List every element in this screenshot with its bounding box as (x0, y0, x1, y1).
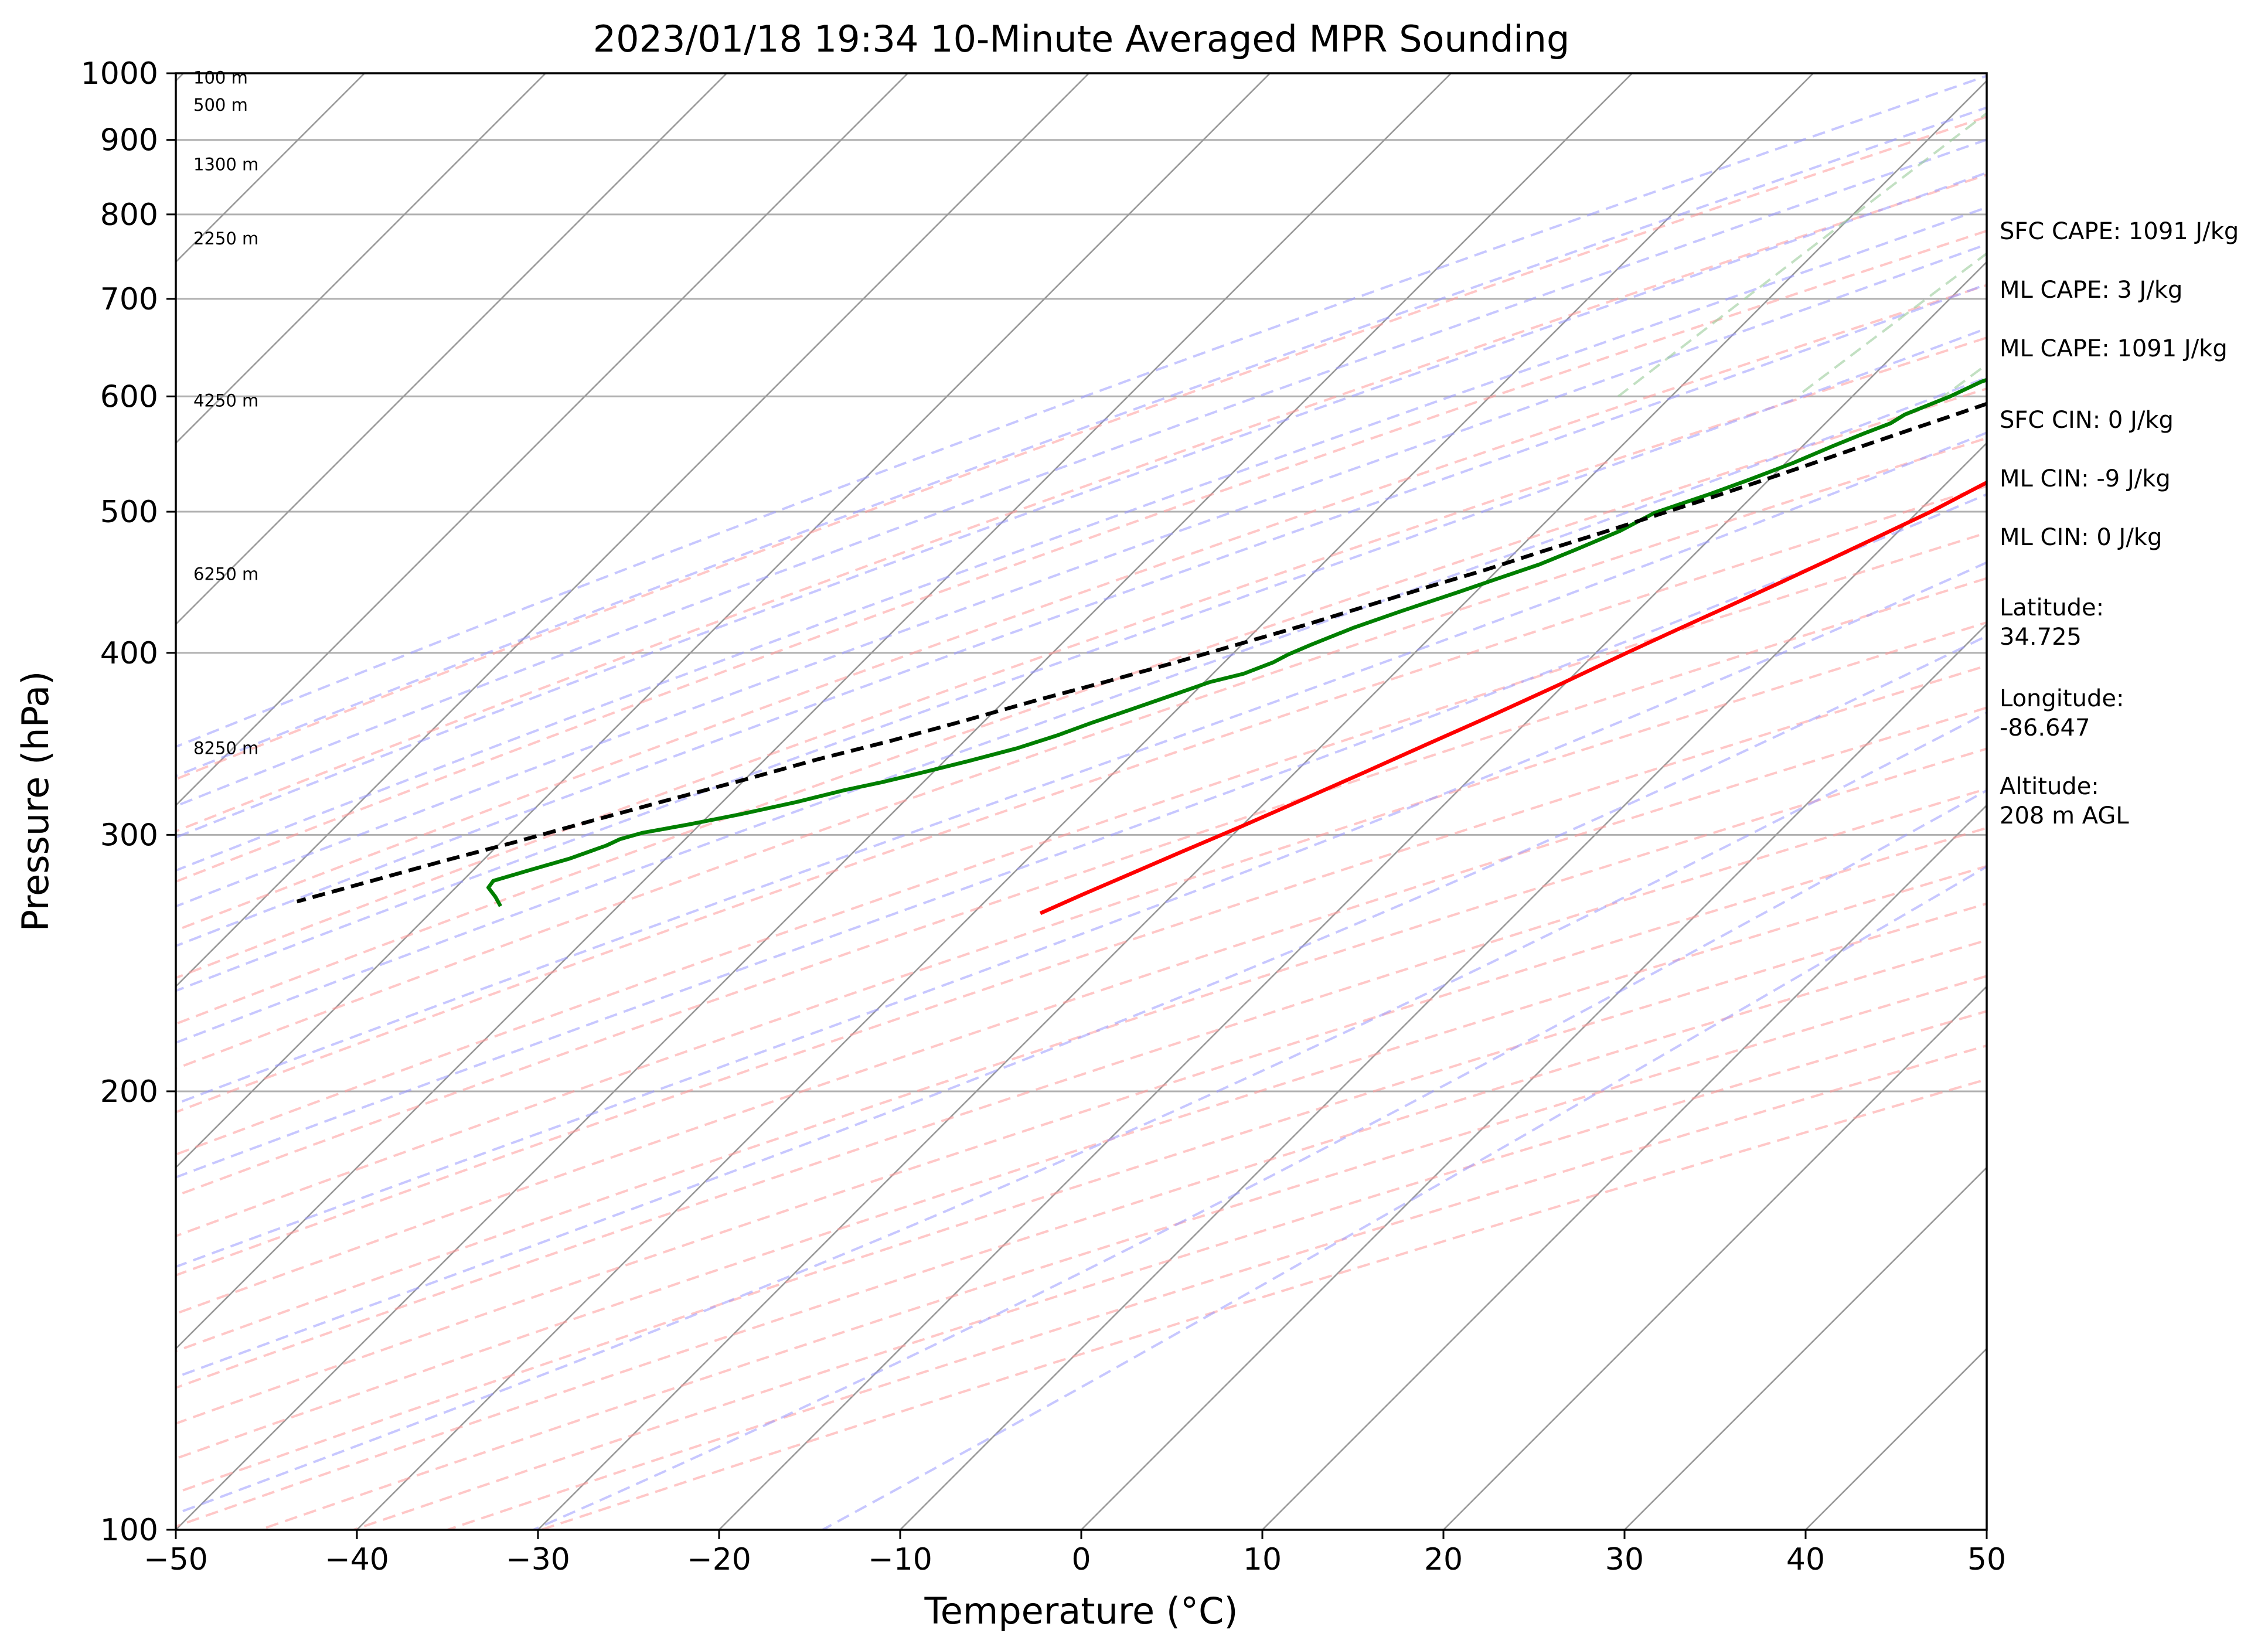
y-tick-label: 200 (100, 1074, 158, 1110)
isotherm-line (176, 73, 1452, 1350)
x-tick-label: −40 (325, 1542, 389, 1577)
side-annotation: ML CIN: 0 J/kg (2000, 524, 2162, 551)
moist-adiabat-line (176, 327, 1987, 992)
dry-adiabat-line (176, 747, 1987, 1353)
moist-adiabat-line (176, 561, 1987, 1268)
side-annotation: 34.725 (2000, 624, 2082, 651)
isotherm-line (1443, 985, 1987, 1530)
y-tick-label: 1000 (81, 56, 158, 91)
side-annotation: ML CIN: -9 J/kg (2000, 465, 2171, 492)
isotherm-line (900, 442, 1987, 1530)
x-tick-label: 30 (1605, 1542, 1644, 1577)
y-tick-label: 500 (100, 495, 158, 530)
moist-adiabat-line (176, 493, 1987, 1179)
y-tick-label: 400 (100, 636, 158, 671)
dry-adiabat-line (176, 939, 1987, 1528)
x-axis-label: Temperature (°C) (924, 1590, 1238, 1632)
height-label: 8250 m (193, 739, 258, 758)
temperature-profile (1039, 480, 1987, 916)
isotherm-line (176, 73, 908, 807)
isotherm-line (176, 73, 546, 444)
y-axis-label: Pressure (hPa) (14, 671, 57, 932)
isotherm-line (1262, 804, 1987, 1530)
chart-title: 2023/01/18 19:34 10-Minute Averaged MPR … (593, 18, 1570, 60)
dry-adiabat-line (176, 336, 1987, 979)
axis-ticks: −50 −40 −30 −20 −10 0 10 20 30 40 50 1000 900 800 700 6… (81, 56, 2006, 1577)
side-annotation: 208 m AGL (2000, 802, 2129, 829)
side-annotation: Longitude: (2000, 685, 2124, 712)
moist-adiabat-line (176, 171, 1987, 839)
x-tick-label: 50 (1967, 1542, 2006, 1577)
background-lines (176, 74, 1987, 1530)
y-tick-label: 600 (100, 379, 158, 414)
dry-adiabat-line (176, 621, 1987, 1238)
isotherm-line (1624, 1166, 1987, 1530)
plot-grid (176, 73, 1987, 1530)
side-annotation: SFC CIN: 0 J/kg (2000, 407, 2174, 434)
height-label: 100 m (193, 68, 248, 88)
side-annotation: -86.647 (2000, 714, 2090, 741)
dry-adiabat-line (176, 437, 1987, 1070)
isotherm-line (176, 73, 1271, 1169)
moist-adiabat-line (822, 865, 1987, 1530)
moist-adiabat-line (176, 283, 1987, 948)
dry-adiabat-line (176, 387, 1987, 1026)
moist-adiabat-line (176, 74, 1987, 748)
moist-adiabat-line (533, 789, 1987, 1530)
y-tick-label: 300 (100, 818, 158, 853)
side-annotation: ML CAPE: 3 J/kg (2000, 277, 2182, 304)
moist-adiabat-line (176, 376, 1987, 1044)
dry-adiabat-line (176, 706, 1987, 1315)
mixing-ratio-line (1617, 111, 1987, 397)
x-tick-label: −50 (144, 1542, 208, 1577)
dry-adiabat-line (176, 229, 1987, 883)
dewpoint-profile (486, 377, 1987, 907)
x-tick-label: −20 (687, 1542, 751, 1577)
y-tick-label: 100 (100, 1513, 158, 1548)
isotherm-line (176, 73, 1089, 988)
y-tick-label: 900 (100, 123, 158, 158)
moist-adiabat-line (176, 206, 1987, 872)
side-annotation: ML CAPE: 1091 J/kg (2000, 335, 2228, 362)
side-annotation: SFC CAPE: 1091 J/kg (2000, 218, 2239, 245)
isotherm-line (537, 80, 1987, 1530)
dry-adiabat-line (176, 115, 1987, 781)
isotherm-line (718, 261, 1987, 1530)
moist-adiabat-line (176, 431, 1987, 1105)
height-labels: 8250 m 6250 m 4250 m 2250 m 1300 m 500 m 100 m (193, 68, 258, 758)
moist-adiabat-line (176, 138, 1987, 808)
x-tick-label: −30 (506, 1542, 570, 1577)
y-tick-label: 800 (100, 198, 158, 233)
height-label: 1300 m (193, 154, 258, 174)
side-annotations: SFC CAPE: 1091 J/kg ML CAPE: 3 J/kg ML CAP… (2000, 218, 2239, 829)
x-tick-label: 20 (1424, 1542, 1463, 1577)
side-annotation: Altitude: (2000, 773, 2099, 800)
isotherm-line (1081, 623, 1987, 1530)
height-label: 2250 m (193, 229, 258, 249)
x-tick-label: −10 (868, 1542, 932, 1577)
height-label: 6250 m (193, 564, 258, 584)
sounding-series (296, 377, 1987, 916)
side-annotation: Latitude: (2000, 594, 2104, 621)
height-label: 500 m (193, 95, 248, 115)
x-tick-label: 40 (1786, 1542, 1825, 1577)
dry-adiabat-line (176, 902, 1987, 1495)
isotherm-line (176, 73, 727, 625)
x-tick-label: 10 (1243, 1542, 1282, 1577)
mixing-ratio-line (1796, 251, 1987, 397)
dry-adiabat-line (176, 173, 1987, 833)
y-tick-label: 700 (100, 282, 158, 317)
parcel-profile (296, 401, 1987, 904)
x-tick-label: 0 (1071, 1542, 1091, 1577)
height-label: 4250 m (193, 391, 258, 411)
dry-adiabat-line (176, 664, 1987, 1277)
